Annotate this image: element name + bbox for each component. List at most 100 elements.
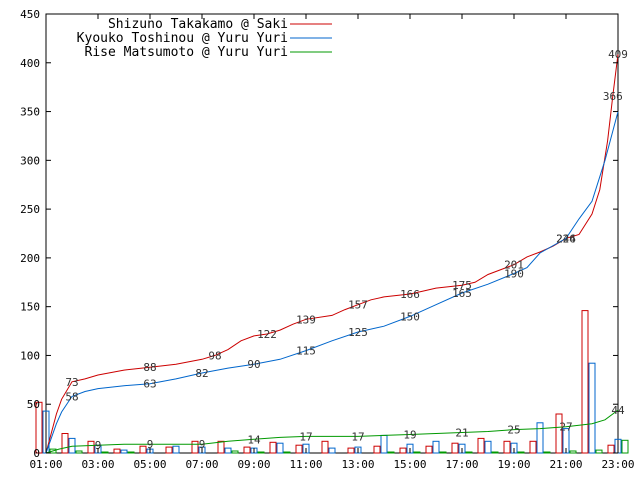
x-tick-label: 17:00 (445, 458, 478, 471)
y-tick-label: 300 (20, 154, 40, 167)
data-label: 157 (348, 299, 368, 312)
data-label: 409 (608, 48, 628, 61)
bar (257, 451, 265, 454)
bar (413, 451, 421, 454)
data-label: 14 (247, 433, 261, 446)
bar (425, 445, 433, 454)
data-label: 224 (556, 232, 576, 245)
bar (484, 440, 492, 454)
bar (276, 442, 284, 454)
data-label: 27 (559, 421, 572, 434)
y-tick-label: 200 (20, 252, 40, 265)
bar (139, 445, 147, 454)
bar (191, 440, 199, 454)
bar (35, 401, 43, 454)
cumulative-lines (45, 53, 619, 454)
y-tick-label: 400 (20, 57, 40, 70)
data-label: 9 (95, 439, 102, 452)
x-tick-label: 21:00 (549, 458, 582, 471)
bar (231, 450, 239, 454)
bar (581, 310, 589, 454)
data-label: 139 (296, 313, 316, 326)
data-label: 17 (299, 430, 312, 443)
y-tick-label: 350 (20, 106, 40, 119)
data-label: 125 (348, 326, 368, 339)
bar (113, 448, 121, 454)
x-tick-label: 19:00 (497, 458, 530, 471)
data-label: 17 (351, 430, 364, 443)
bar (283, 451, 291, 454)
x-tick-label: 13:00 (341, 458, 374, 471)
bar (607, 444, 615, 454)
bar (75, 450, 83, 454)
data-label: 9 (199, 438, 206, 451)
data-label: 246 (556, 232, 576, 245)
bar (529, 440, 537, 454)
legend-label: Kyouko Toshinou @ Yuru Yuri (77, 31, 288, 46)
series-line (45, 409, 619, 454)
data-label: 115 (296, 345, 316, 358)
data-label: 88 (143, 361, 156, 374)
bar (120, 449, 128, 454)
bar (380, 434, 388, 454)
bar (387, 451, 395, 454)
bar (621, 439, 629, 454)
data-label: 166 (400, 288, 420, 301)
bar (595, 449, 603, 454)
x-tick-label: 01:00 (29, 458, 62, 471)
bar (465, 451, 473, 454)
bar (491, 451, 499, 454)
data-label: 150 (400, 310, 420, 323)
data-label: 98 (208, 349, 221, 362)
bar (61, 433, 69, 454)
x-tick-label: 03:00 (81, 458, 114, 471)
bar (217, 440, 225, 454)
bar (224, 447, 232, 454)
y-tick-label: 0 (33, 447, 40, 460)
x-tick-label: 09:00 (237, 458, 270, 471)
bar (87, 440, 95, 454)
hourly-bars (35, 310, 629, 454)
x-tick-label: 11:00 (289, 458, 322, 471)
axes: 0 50 100 150 200 250 300 350 400 450 01:00 03:00 05:… (20, 8, 634, 471)
data-label: 73 (65, 376, 78, 389)
data-label: 122 (257, 328, 277, 341)
data-label: 165 (452, 287, 472, 300)
bar (243, 446, 251, 454)
bar (328, 447, 336, 454)
series-line (45, 111, 619, 454)
bar (347, 447, 355, 454)
bar (569, 450, 577, 454)
plot-frame (45, 13, 619, 454)
data-label: 19 (403, 429, 416, 442)
legend-label: Rise Matsumoto @ Yuru Yuri (85, 45, 289, 60)
bar (517, 451, 525, 454)
series-line (45, 53, 619, 454)
y-tick-label: 150 (20, 301, 40, 314)
y-tick-label: 100 (20, 349, 40, 362)
data-label: 90 (247, 358, 260, 371)
bar (477, 437, 485, 454)
bar (165, 446, 173, 454)
data-label: 366 (603, 90, 623, 103)
bar (536, 422, 544, 454)
x-tick-label: 15:00 (393, 458, 426, 471)
bar (451, 442, 459, 454)
bar (399, 447, 407, 454)
data-label: 190 (504, 268, 524, 281)
bar (127, 451, 135, 454)
bar (269, 441, 277, 454)
data-label: 175 (452, 279, 472, 292)
y-tick-label: 450 (20, 8, 40, 21)
data-label: 63 (143, 378, 156, 391)
bar (432, 440, 440, 454)
x-tick-label: 07:00 (185, 458, 218, 471)
bar (503, 440, 511, 454)
y-tick-label: 250 (20, 203, 40, 216)
bar (543, 451, 551, 454)
bar (439, 451, 447, 454)
data-label: 9 (147, 438, 154, 451)
bar (295, 444, 303, 454)
